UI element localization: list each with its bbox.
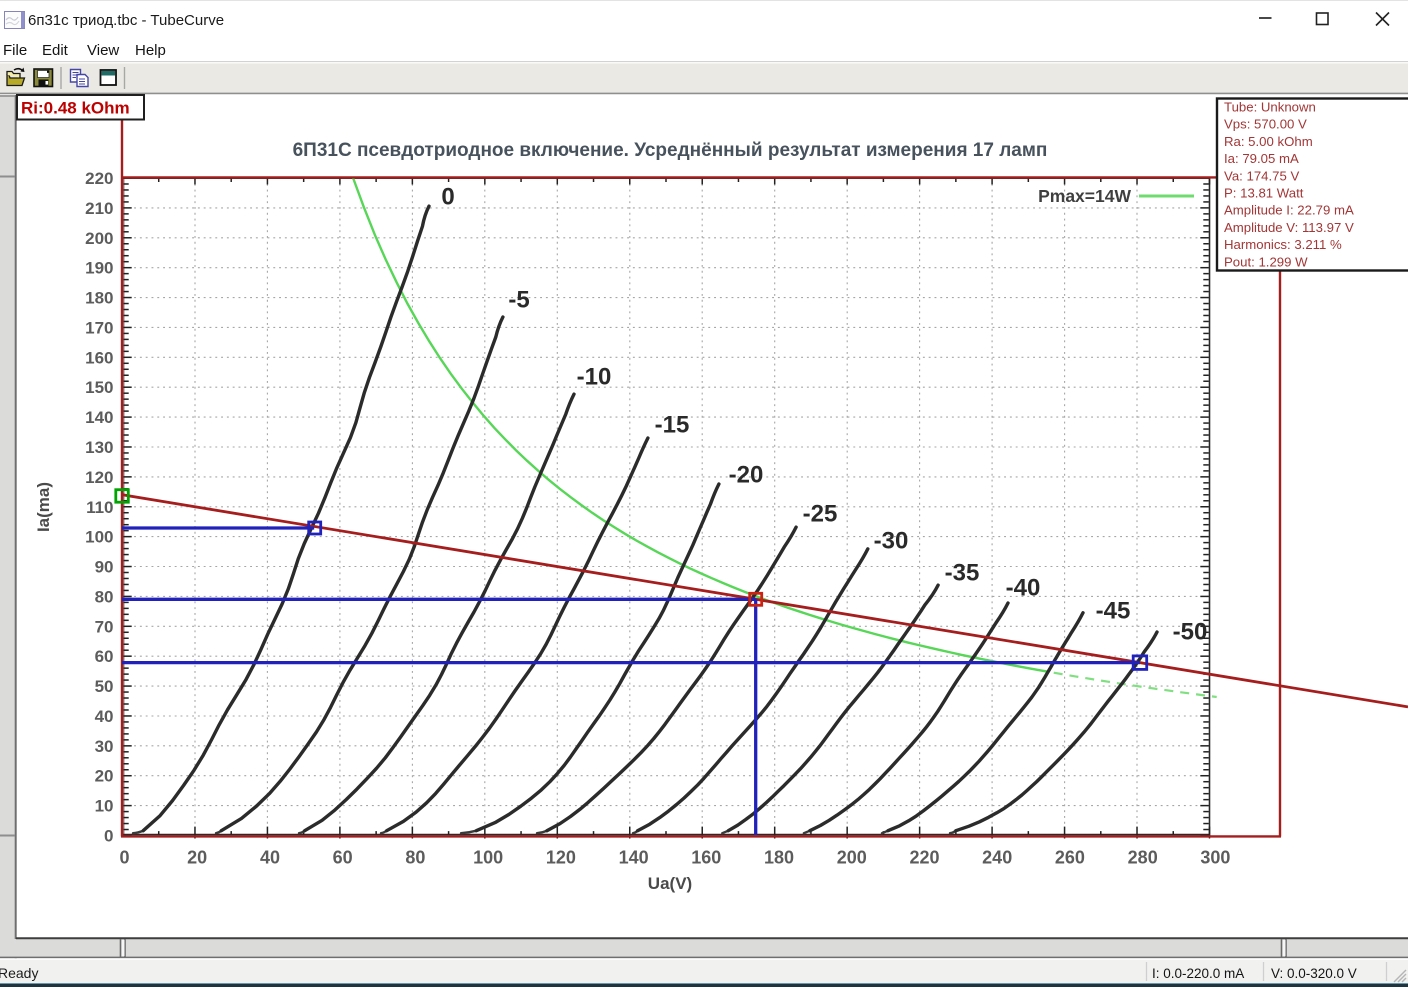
svg-text:120: 120 [85, 468, 113, 487]
svg-text:-50: -50 [1173, 619, 1208, 646]
svg-text:300: 300 [1200, 848, 1230, 868]
svg-text:Edit: Edit [42, 42, 69, 59]
svg-text:-40: -40 [1006, 575, 1041, 602]
svg-text:Vps: 570.00 V: Vps: 570.00 V [1224, 117, 1307, 132]
svg-text:I: 0.0-220.0 mA: I: 0.0-220.0 mA [1152, 966, 1244, 981]
svg-text:P: 13.81 Watt: P: 13.81 Watt [1224, 186, 1304, 201]
svg-text:-30: -30 [874, 528, 909, 555]
svg-text:210: 210 [85, 199, 113, 218]
svg-text:160: 160 [85, 348, 113, 367]
svg-text:120: 120 [546, 848, 576, 868]
svg-text:160: 160 [691, 848, 721, 868]
svg-text:-20: -20 [729, 462, 764, 489]
svg-text:60: 60 [95, 647, 114, 666]
svg-text:Help: Help [135, 42, 166, 59]
svg-text:220: 220 [909, 848, 939, 868]
svg-text:110: 110 [86, 498, 113, 517]
svg-text:10: 10 [95, 797, 114, 816]
svg-text:Ia: 79.05 mA: Ia: 79.05 mA [1224, 151, 1299, 166]
svg-text:190: 190 [85, 259, 113, 278]
svg-text:100: 100 [85, 528, 113, 547]
svg-text:140: 140 [619, 848, 649, 868]
svg-text:Tube: Unknown: Tube: Unknown [1224, 100, 1316, 115]
svg-text:20: 20 [187, 848, 207, 868]
svg-text:Ia(ma): Ia(ma) [34, 482, 53, 532]
svg-text:6п31с триод.tbc - TubeCurve: 6п31с триод.tbc - TubeCurve [28, 12, 224, 29]
svg-text:140: 140 [85, 408, 113, 427]
svg-text:0: 0 [104, 827, 113, 846]
svg-text:180: 180 [764, 848, 794, 868]
svg-text:200: 200 [837, 848, 867, 868]
svg-text:0: 0 [441, 184, 454, 211]
svg-text:Ri:0.48 kOhm: Ri:0.48 kOhm [21, 99, 130, 118]
svg-text:80: 80 [405, 848, 425, 868]
svg-text:Pout: 1.299 W: Pout: 1.299 W [1224, 254, 1308, 269]
svg-text:0: 0 [119, 848, 129, 868]
svg-text:260: 260 [1055, 848, 1085, 868]
svg-text:220: 220 [85, 169, 113, 188]
svg-text:-10: -10 [577, 364, 612, 391]
svg-text:130: 130 [85, 438, 113, 457]
svg-text:60: 60 [333, 848, 353, 868]
svg-text:-35: -35 [945, 560, 980, 587]
svg-text:Ua(V): Ua(V) [648, 874, 692, 893]
svg-text:Harmonics: 3.211 %: Harmonics: 3.211 % [1224, 237, 1342, 252]
svg-text:Amplitude I: 22.79 mA: Amplitude I: 22.79 mA [1224, 203, 1354, 218]
svg-text:50: 50 [95, 677, 114, 696]
svg-text:200: 200 [85, 229, 113, 248]
svg-text:20: 20 [95, 767, 114, 786]
svg-text:Ready: Ready [0, 965, 38, 981]
svg-text:Ra: 5.00 kOhm: Ra: 5.00 kOhm [1224, 134, 1313, 149]
svg-text:File: File [3, 42, 27, 59]
svg-text:Va: 174.75 V: Va: 174.75 V [1224, 168, 1299, 183]
svg-text:-15: -15 [655, 412, 690, 439]
svg-text:170: 170 [85, 318, 113, 337]
svg-text:V: 0.0-320.0 V: V: 0.0-320.0 V [1271, 966, 1357, 981]
svg-text:-25: -25 [803, 501, 838, 528]
svg-text:180: 180 [85, 289, 113, 308]
svg-text:280: 280 [1128, 848, 1158, 868]
svg-text:240: 240 [982, 848, 1012, 868]
svg-text:View: View [87, 42, 119, 59]
svg-text:-45: -45 [1096, 598, 1131, 625]
svg-text:90: 90 [95, 558, 114, 577]
svg-text:40: 40 [95, 707, 114, 726]
svg-text:100: 100 [473, 848, 503, 868]
svg-text:-5: -5 [508, 287, 529, 314]
svg-text:6П31С псевдотриодное включение: 6П31С псевдотриодное включение. Усреднён… [293, 140, 1048, 161]
svg-text:40: 40 [260, 848, 280, 868]
svg-text:Pmax=14W: Pmax=14W [1038, 186, 1131, 206]
svg-text:80: 80 [95, 587, 114, 606]
svg-text:Amplitude V: 113.97 V: Amplitude V: 113.97 V [1224, 220, 1354, 235]
svg-text:30: 30 [95, 737, 114, 756]
svg-text:150: 150 [85, 378, 113, 397]
svg-text:70: 70 [95, 617, 114, 636]
